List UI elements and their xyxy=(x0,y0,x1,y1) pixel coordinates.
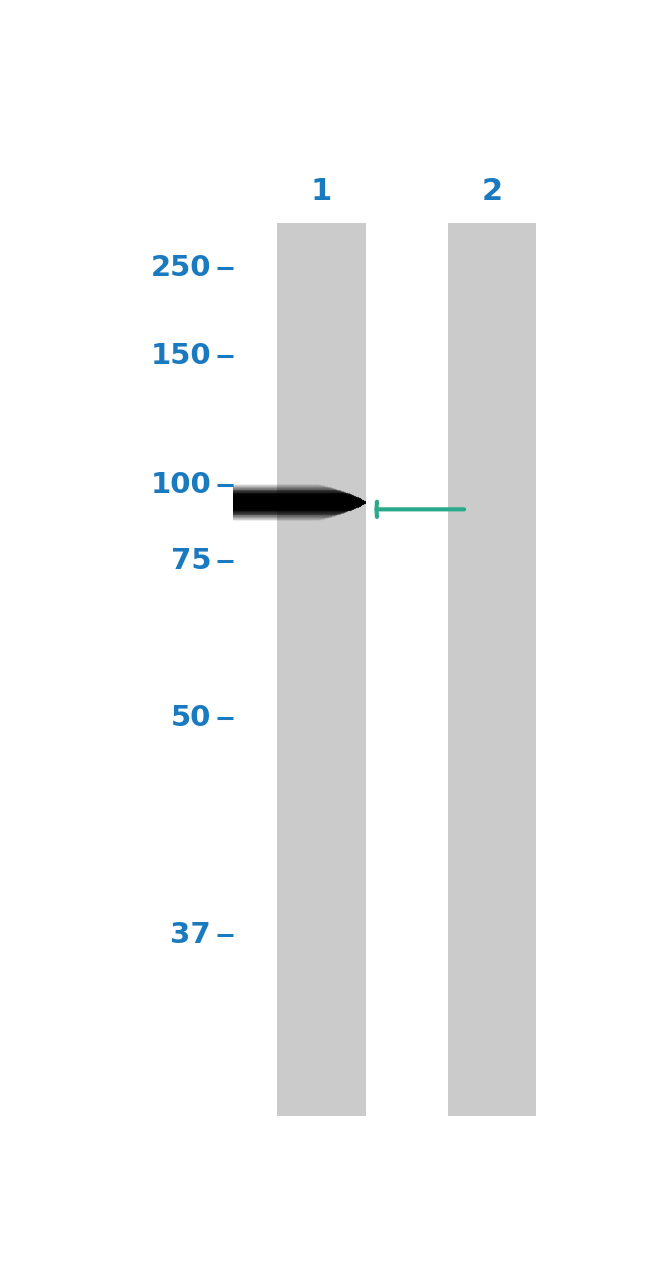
Text: 37: 37 xyxy=(170,921,211,949)
Text: 150: 150 xyxy=(151,342,211,370)
Text: 2: 2 xyxy=(481,177,502,206)
Text: 250: 250 xyxy=(151,254,211,282)
Text: 50: 50 xyxy=(171,704,211,732)
Text: 100: 100 xyxy=(150,471,211,499)
Text: 75: 75 xyxy=(171,547,211,575)
Text: 1: 1 xyxy=(311,177,332,206)
Bar xyxy=(278,222,365,1115)
Bar xyxy=(448,222,536,1115)
